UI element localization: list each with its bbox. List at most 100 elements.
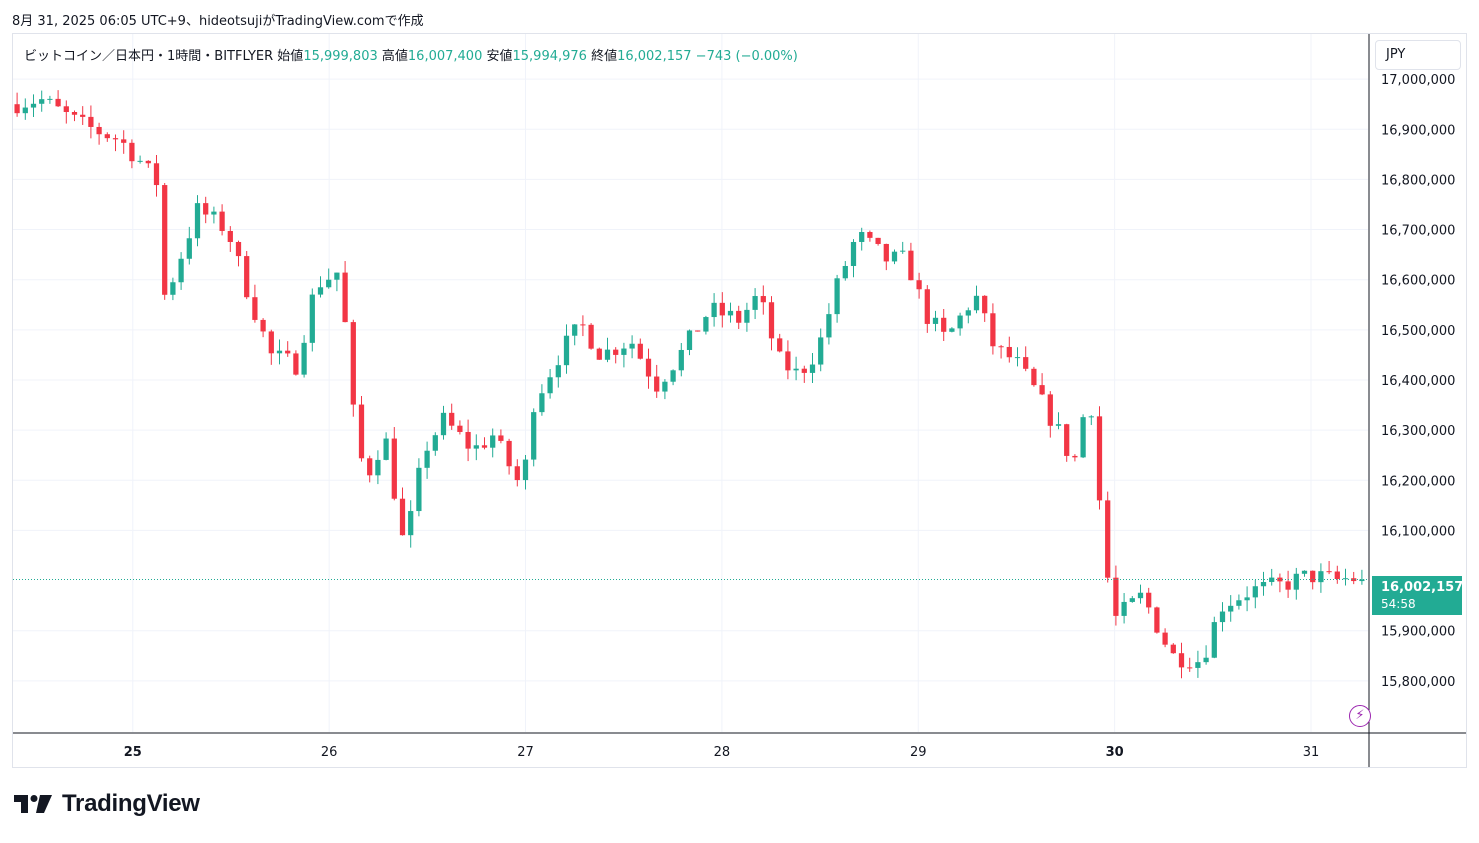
chart-frame (12, 33, 1467, 768)
candle-down (145, 160, 151, 164)
price-tick-label: 16,300,000 (1381, 424, 1455, 439)
symbol-label[interactable]: ビットコイン／日本円・1時間・BITFLYER (24, 49, 274, 64)
candle-down (1285, 581, 1291, 590)
candle-up (678, 349, 684, 371)
candle-down (768, 302, 775, 339)
candle-up (39, 99, 45, 104)
candle-down (596, 348, 602, 360)
candle-up (408, 511, 414, 536)
candle-up (1252, 586, 1258, 598)
candle-up (1318, 571, 1324, 583)
tradingview-logo[interactable]: TradingView (14, 790, 200, 818)
candle-down (998, 346, 1004, 348)
time-axis: 25 26 27 28 29 30 31 (124, 745, 1320, 760)
candle-down (358, 404, 365, 459)
flash-icon[interactable]: ⚡ (1349, 705, 1371, 727)
candle-down (391, 438, 397, 499)
candle-up (1359, 579, 1365, 582)
candle-up (1301, 570, 1308, 574)
candle-down (506, 440, 512, 467)
candle-up (818, 337, 824, 365)
candle-down (1187, 667, 1193, 669)
high-value: 16,007,400 (407, 49, 483, 64)
candle-up (424, 450, 430, 468)
candle-up (539, 393, 545, 413)
candle-down (883, 243, 889, 262)
last-price-value: 16,002,157 (1381, 580, 1464, 595)
candle-up (178, 258, 184, 283)
candle-up (900, 250, 906, 252)
candle-up (186, 238, 192, 259)
candle-up (1219, 611, 1226, 623)
candle-up (170, 282, 176, 295)
time-tick-label: 31 (1303, 745, 1320, 760)
candle-down (760, 296, 766, 303)
candle-up (490, 435, 496, 448)
price-tick-label: 16,900,000 (1381, 123, 1455, 138)
candle-up (1260, 582, 1267, 587)
candle-up (522, 459, 529, 481)
time-tick-label: 25 (124, 745, 142, 760)
price-tick-label: 16,500,000 (1381, 324, 1455, 339)
candle-up (1080, 417, 1086, 458)
candle-up (1014, 357, 1021, 359)
candle-up (334, 272, 340, 280)
candle-down (63, 106, 69, 113)
last-price-tag: 16,002,157 54:58 (1372, 576, 1464, 615)
candle-up (547, 377, 553, 394)
candle-down (908, 250, 914, 281)
candle-up (834, 278, 840, 315)
candle-up (604, 349, 611, 360)
candle-up (1244, 597, 1250, 601)
candle-up (949, 328, 955, 332)
candle-down (1064, 424, 1070, 456)
candle-down (1178, 653, 1185, 668)
candle-down (1146, 592, 1152, 608)
candle-down (801, 368, 807, 373)
price-tick-label: 16,200,000 (1381, 474, 1455, 489)
candle-up (842, 265, 848, 279)
candle-up (957, 315, 963, 329)
candle-up (793, 368, 799, 371)
candle-up (686, 330, 693, 350)
candle-down (1326, 571, 1332, 573)
candle-down (588, 324, 594, 349)
price-tick-label: 17,000,000 (1381, 73, 1455, 88)
candle-up (1342, 578, 1349, 580)
price-tick-label: 15,900,000 (1381, 625, 1455, 640)
candle-down (1047, 394, 1053, 426)
price-axis: 17,000,000 16,900,000 16,800,000 16,700,000… (1381, 73, 1455, 690)
candle-down (153, 163, 160, 186)
candle-down (916, 280, 922, 290)
open-value: 15,999,803 (303, 49, 378, 64)
time-tick-label: 30 (1106, 745, 1124, 760)
candle-down (654, 376, 660, 392)
candle-down (227, 230, 233, 242)
open-label: 始値 (277, 49, 304, 64)
candle-down (399, 498, 406, 536)
candle-down (1170, 644, 1176, 654)
candle-down (613, 349, 619, 355)
time-tick-label: 28 (714, 745, 731, 760)
candle-up (383, 438, 389, 460)
candle-down (1006, 346, 1012, 358)
candle-up (1055, 424, 1062, 426)
candle-down (645, 358, 652, 377)
candle-up (47, 98, 53, 100)
candle-up (22, 107, 28, 114)
candle-down (465, 431, 471, 449)
candle-down (481, 445, 488, 448)
candle-down (219, 211, 225, 231)
currency-button[interactable]: JPY (1375, 40, 1461, 70)
candle-up (662, 381, 668, 392)
price-tick-label: 16,700,000 (1381, 224, 1455, 239)
candle-down (1072, 455, 1078, 458)
candles (14, 90, 1365, 679)
candle-up (703, 317, 709, 332)
candle-down (129, 142, 135, 162)
candle-down (260, 319, 266, 332)
candle-down (736, 310, 742, 323)
candle-down (252, 297, 258, 320)
time-tick-label: 27 (517, 745, 534, 760)
